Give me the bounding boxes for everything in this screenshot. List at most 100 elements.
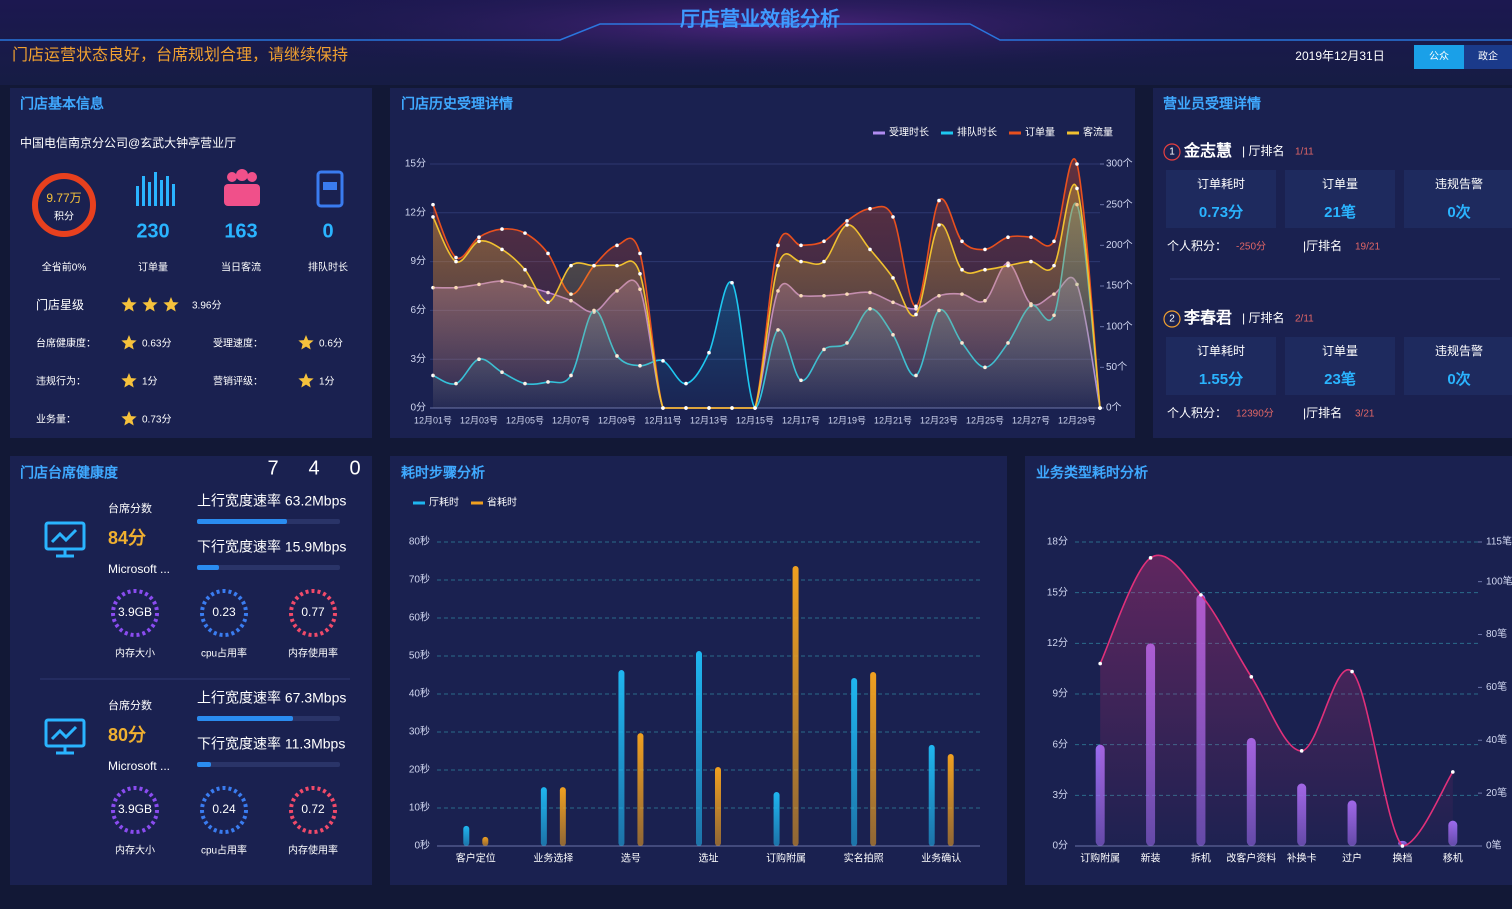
tab[interactable] <box>1464 45 1512 69</box>
y2-tick-label: 150个 <box>1106 280 1133 292</box>
metric-value: 0次 <box>1447 203 1470 221</box>
metric-value: 23笔 <box>1324 370 1356 388</box>
point <box>937 198 941 203</box>
point <box>431 215 435 219</box>
rating-label: 违规行为： <box>36 375 86 388</box>
gauge-value: 0.24 <box>212 802 236 816</box>
x-tick-label: 12月17号 <box>782 415 820 425</box>
point <box>454 259 458 264</box>
rating-label: 受理速度： <box>213 337 263 350</box>
clerk-name: 李春君 <box>1183 308 1232 327</box>
tab-label[interactable]: 政企 <box>1478 50 1498 63</box>
legend-label: 订单量 <box>1025 127 1055 139</box>
rating-value: 1分 <box>142 376 158 388</box>
y2-tick-label: 40笔 <box>1486 733 1507 746</box>
clerk-name: 金志慧 <box>1183 141 1232 160</box>
point <box>799 259 803 264</box>
y2-tick-label: 250个 <box>1106 198 1133 210</box>
point <box>569 263 573 268</box>
star <box>163 297 179 312</box>
rank-number: 2 <box>1169 314 1175 325</box>
legend-swatch <box>1067 131 1079 135</box>
rating-label: 台席健康度： <box>36 337 96 350</box>
x-tick-label: 业务选择 <box>533 852 573 865</box>
rating-label: 营销评级： <box>213 375 263 388</box>
rank-value: 1/11 <box>1295 147 1314 158</box>
panel-title: 门店台席健康度 <box>20 465 119 481</box>
point <box>822 259 826 264</box>
gauge-value: 3.9GB <box>118 605 152 619</box>
gauge-value: 0.72 <box>301 802 325 816</box>
point <box>891 276 895 280</box>
star <box>298 335 314 350</box>
stat-label: 排队时长 <box>308 261 348 274</box>
x-tick-label: 12月11号 <box>644 415 681 425</box>
desk-count: 0 <box>349 457 360 479</box>
point <box>454 255 458 260</box>
point <box>730 280 734 285</box>
bar <box>870 671 877 846</box>
metric-label: 订单耗时 <box>1197 344 1245 358</box>
y2-tick-label: 300个 <box>1106 158 1133 170</box>
star <box>121 335 137 350</box>
metric-label: 订单量 <box>1322 344 1358 358</box>
desk-score-label: 台席分数 <box>108 698 152 712</box>
progress-fill <box>197 519 287 524</box>
x-tick-label: 12月01号 <box>414 415 452 425</box>
x-tick-label: 补换卡 <box>1287 852 1317 865</box>
point <box>1299 749 1304 753</box>
line <box>1099 554 1454 847</box>
x-tick-label: 12月23号 <box>920 415 958 425</box>
y-tick-label: 6分 <box>410 304 426 316</box>
y-tick-label: 40秒 <box>409 687 430 700</box>
y-tick-label: 18分 <box>1047 536 1068 548</box>
x-tick-label: 12月15号 <box>736 415 774 425</box>
hall-rank: 3/21 <box>1355 409 1375 420</box>
legend-label: 厅耗时 <box>429 497 459 509</box>
point <box>661 359 665 363</box>
point <box>983 267 987 272</box>
point <box>638 272 642 276</box>
y-tick-label: 60秒 <box>409 611 430 624</box>
point <box>937 223 941 227</box>
star <box>121 297 137 312</box>
gauge <box>111 589 159 637</box>
panel-title: 门店基本信息 <box>20 96 104 112</box>
area <box>1100 555 1453 846</box>
point <box>1006 235 1010 239</box>
point <box>776 263 780 268</box>
point <box>1350 669 1354 674</box>
progress-track <box>197 762 340 767</box>
tab-active[interactable] <box>1414 45 1464 69</box>
gauge <box>111 786 159 834</box>
point <box>822 239 826 244</box>
y-tick-label: 0秒 <box>414 839 430 852</box>
metric-box <box>1166 337 1276 395</box>
y-tick-label: 3分 <box>410 353 426 365</box>
point <box>914 312 918 317</box>
area <box>433 184 1100 408</box>
y2-tick-label: 50个 <box>1106 361 1127 373</box>
gauge-label: 内存大小 <box>115 647 155 660</box>
bar <box>696 651 702 846</box>
hall-rank: 19/21 <box>1355 242 1380 253</box>
gauge-label: 内存大小 <box>115 844 155 857</box>
metric-value: 0.73分 <box>1199 204 1243 221</box>
stat-value: 230 <box>136 220 169 242</box>
point <box>1029 235 1033 239</box>
point <box>546 300 550 305</box>
metric-box <box>1166 170 1276 228</box>
metric-value: 1.55分 <box>1199 371 1243 388</box>
y-tick-label: 0分 <box>410 402 426 414</box>
tab-label[interactable]: 公众 <box>1429 51 1449 63</box>
queue-icon <box>316 170 344 208</box>
point <box>707 350 711 355</box>
rank-badge <box>1163 310 1181 328</box>
rank: 全省前0% <box>42 261 87 274</box>
y-tick-label: 30秒 <box>409 725 430 738</box>
monitor-icon <box>44 718 86 755</box>
stat-label: 当日客流 <box>221 261 261 274</box>
point <box>1075 186 1079 191</box>
desk-count: 7 <box>267 457 278 479</box>
x-tick-label: 移机 <box>1443 852 1463 865</box>
